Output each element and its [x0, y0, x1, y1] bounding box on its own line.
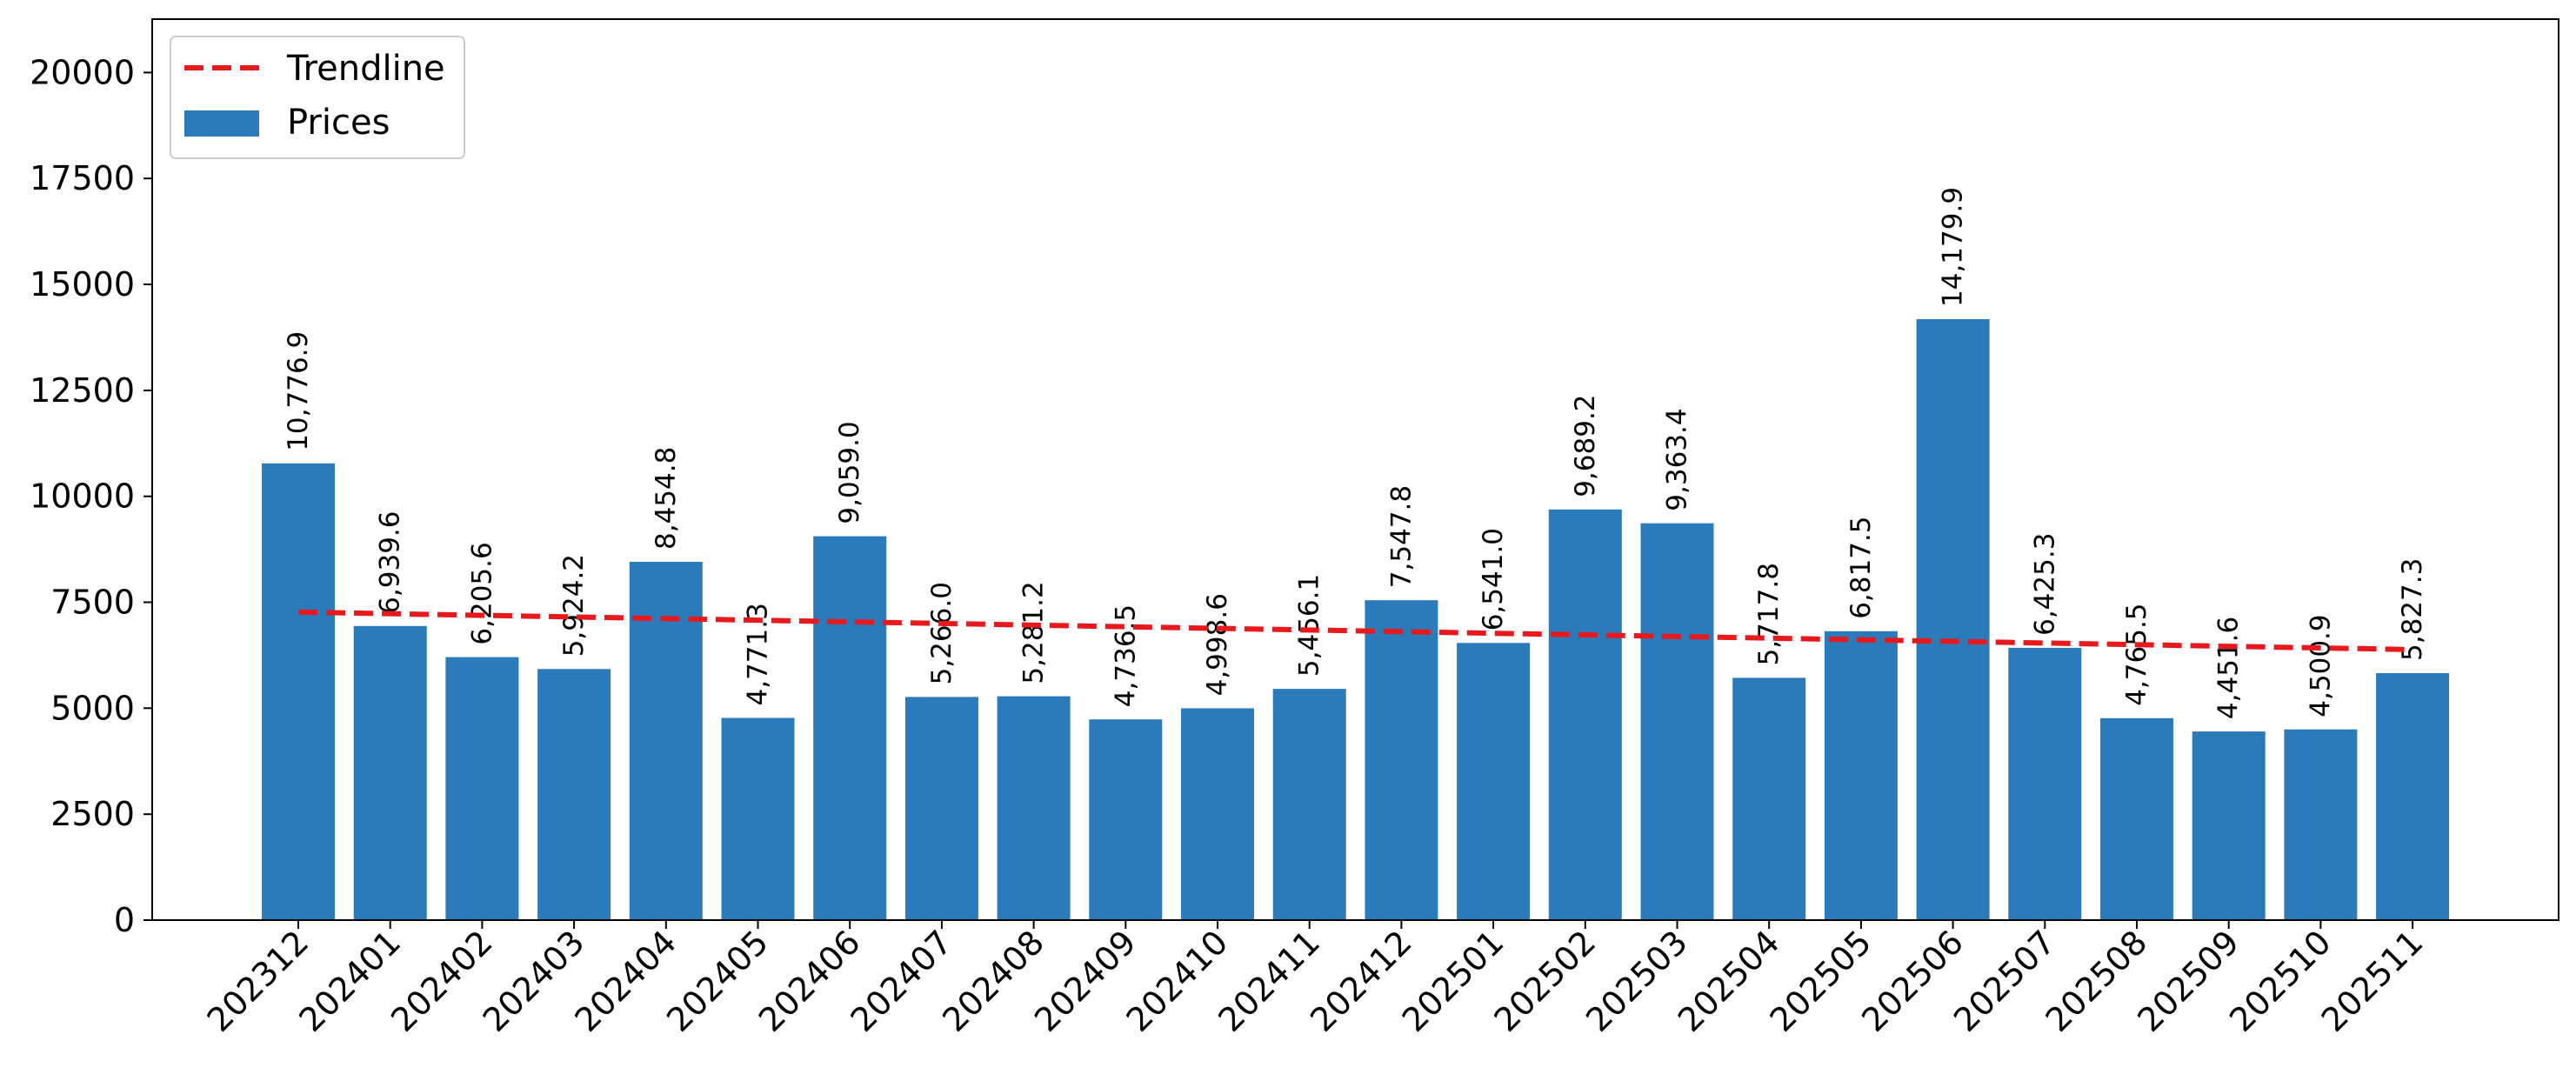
- bar-value-label: 6,939.6: [375, 510, 406, 613]
- bar-202511: [2376, 673, 2450, 920]
- plot-frame: [151, 18, 2559, 921]
- bar-value-label: 10,776.9: [283, 331, 314, 451]
- legend: Trendline Prices: [170, 36, 465, 159]
- bar-value-label: 8,454.8: [651, 447, 682, 550]
- bar-value-label: 6,541.0: [1478, 528, 1509, 631]
- y-tick-label: 7500: [50, 584, 135, 622]
- x-tick-label: 202403: [476, 923, 592, 1039]
- bar-202402: [445, 657, 519, 920]
- bar-202510: [2284, 729, 2358, 920]
- bar-202411: [1272, 689, 1346, 920]
- bar-value-label: 5,266.0: [926, 582, 958, 684]
- bar-value-label: 4,736.5: [1110, 604, 1141, 707]
- trendline: [297, 609, 2413, 652]
- bar-202410: [1181, 708, 1254, 920]
- bar-202401: [353, 625, 427, 920]
- y-tick-label: 15000: [30, 265, 135, 304]
- bar-value-label: 7,547.8: [1385, 485, 1417, 588]
- x-tick-label: 202504: [1671, 923, 1787, 1039]
- x-tick-label: 202506: [1854, 923, 1971, 1039]
- bar-202412: [1365, 600, 1438, 920]
- x-tick-label: 202406: [751, 923, 868, 1039]
- bar-value-label: 4,500.9: [2305, 614, 2336, 717]
- x-tick-label: 202502: [1486, 923, 1603, 1039]
- bar-202503: [1640, 523, 1714, 920]
- bar-value-label: 4,765.5: [2121, 603, 2152, 705]
- x-axis: 2023122024012024022024032024042024052024…: [200, 920, 2431, 1039]
- legend-prices-swatch: [184, 110, 259, 137]
- bar-202507: [2008, 647, 2082, 920]
- bars-group: [262, 319, 2450, 920]
- x-tick-label: 202408: [935, 923, 1051, 1039]
- legend-trendline-label: Trendline: [286, 49, 445, 89]
- x-tick-label: 202401: [291, 923, 408, 1039]
- x-tick-label: 202409: [1027, 923, 1144, 1039]
- bar-value-label: 5,924.2: [558, 554, 590, 657]
- x-tick-label: 202501: [1395, 923, 1512, 1039]
- x-tick-label: 202411: [1211, 923, 1327, 1039]
- y-tick-label: 20000: [30, 53, 135, 91]
- y-tick-label: 12500: [30, 371, 135, 410]
- legend-prices-label: Prices: [287, 103, 390, 143]
- bar-202506: [1916, 319, 1990, 920]
- x-tick-label: 202410: [1119, 923, 1236, 1039]
- bar-value-label: 6,425.3: [2029, 533, 2060, 636]
- bar-value-label: 4,451.6: [2213, 617, 2245, 719]
- bar-202504: [1732, 677, 1806, 920]
- bar-202501: [1457, 643, 1531, 920]
- x-tick-label: 202404: [567, 923, 684, 1039]
- bar-202407: [904, 697, 978, 920]
- x-tick-label: 202511: [2314, 923, 2431, 1039]
- bar-202312: [262, 463, 335, 920]
- y-tick-label: 0: [114, 901, 135, 939]
- bar-value-label: 14,179.9: [1938, 187, 1969, 307]
- x-tick-label: 202505: [1763, 923, 1879, 1039]
- bar-value-label: 5,281.2: [1018, 581, 1050, 684]
- bar-value-label: 5,827.3: [2397, 558, 2428, 661]
- x-tick-label: 202312: [200, 923, 317, 1039]
- bar-202502: [1548, 509, 1622, 920]
- bar-202406: [813, 536, 887, 920]
- y-tick-label: 2500: [50, 795, 135, 833]
- x-tick-label: 202510: [2222, 923, 2339, 1039]
- x-tick-label: 202507: [1946, 923, 2063, 1039]
- bar-202403: [537, 669, 611, 920]
- x-tick-label: 202503: [1578, 923, 1695, 1039]
- y-tick-label: 10000: [30, 477, 135, 516]
- bar-value-label: 4,998.6: [1202, 593, 1233, 696]
- bar-value-label: 5,717.8: [1753, 563, 1785, 665]
- x-tick-label: 202509: [2130, 923, 2246, 1039]
- bar-202405: [721, 717, 795, 920]
- bar-202505: [1824, 631, 1898, 920]
- x-tick-label: 202402: [384, 923, 500, 1039]
- bar-value-label: 9,363.4: [1662, 408, 1693, 510]
- y-tick-label: 5000: [50, 689, 135, 727]
- bar-202508: [2100, 717, 2173, 920]
- x-tick-label: 202405: [659, 923, 776, 1039]
- x-tick-label: 202412: [1303, 923, 1419, 1039]
- bar-value-label: 9,689.2: [1570, 394, 1601, 497]
- bar-202509: [2192, 731, 2266, 920]
- y-tick-label: 17500: [30, 159, 135, 197]
- bar-value-label: 5,456.1: [1294, 574, 1325, 677]
- bar-value-label: 6,205.6: [466, 542, 497, 644]
- bar-value-label: 9,059.0: [834, 421, 865, 524]
- bar-value-label: 6,817.5: [1845, 516, 1877, 618]
- bar-202408: [997, 696, 1071, 920]
- x-tick-label: 202508: [2039, 923, 2155, 1039]
- y-axis: 0 2500 5000 7500 10000 12500 15000 17500 20000: [30, 53, 152, 939]
- x-tick-label: 202407: [844, 923, 960, 1039]
- bar-202409: [1089, 719, 1163, 920]
- bar-labels-group: 10,776.96,939.6 6,205.6 5,924.28,454.84,77…: [283, 187, 2428, 719]
